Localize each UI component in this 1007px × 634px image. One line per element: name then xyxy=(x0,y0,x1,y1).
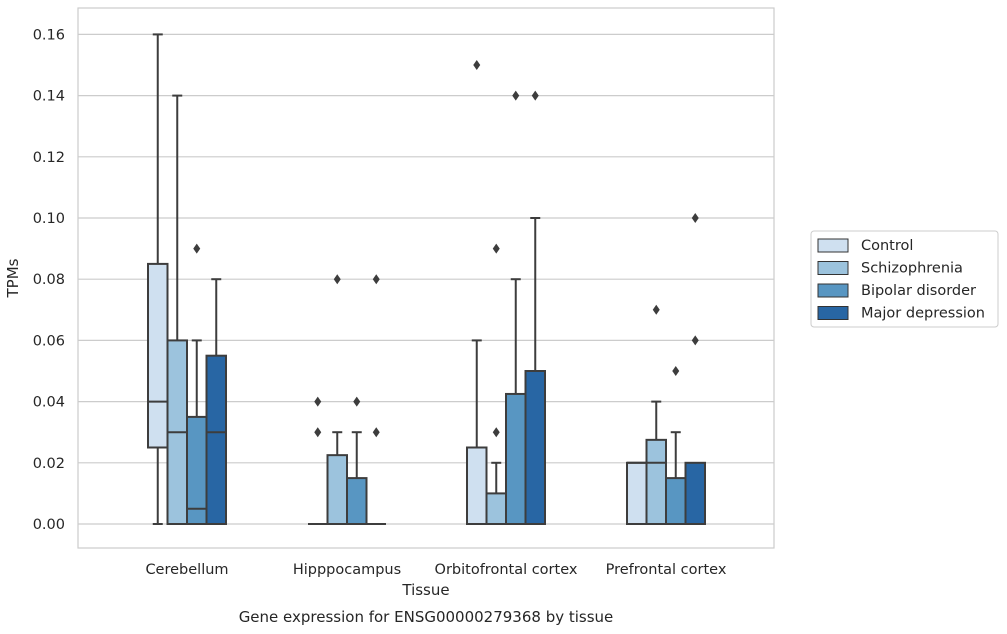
box-body xyxy=(684,461,706,525)
legend-item: Major depression xyxy=(817,306,985,322)
outlier-point xyxy=(353,396,361,407)
outlier-point xyxy=(333,274,341,285)
box-2-1 xyxy=(485,243,507,525)
outlier-point xyxy=(531,90,539,101)
legend-label: Control xyxy=(861,238,913,254)
chart-caption: Gene expression for ENSG00000279368 by t… xyxy=(239,608,614,626)
legend-frame xyxy=(810,230,999,328)
legend: Control Schizophrenia Bipolar disorder Majo… xyxy=(810,230,999,328)
outlier-point xyxy=(652,304,660,315)
box-body xyxy=(326,454,348,525)
y-tick-label: 0.08 xyxy=(33,272,65,288)
outlier-point xyxy=(672,366,680,376)
y-tick-label: 0.00 xyxy=(33,517,65,533)
outlier-point xyxy=(372,427,380,438)
box-body xyxy=(205,354,227,526)
box-0-1 xyxy=(166,94,188,525)
box-2-3 xyxy=(524,90,546,525)
box-body xyxy=(665,477,687,526)
y-tick-labels: 0.00 0.02 0.04 0.06 0.08 0.10 0.12 0.14 0.16 xyxy=(33,27,65,533)
outlier-point xyxy=(193,243,201,254)
y-axis-label: TPMs xyxy=(4,258,22,298)
box-body xyxy=(645,438,667,526)
box-1-0 xyxy=(308,396,328,525)
box-3-0 xyxy=(626,461,648,525)
box-3-3 xyxy=(684,213,706,525)
y-tick-label: 0.16 xyxy=(33,27,65,43)
box-1-3 xyxy=(366,274,386,525)
x-tick-label: Cerebellum xyxy=(145,562,228,578)
outlier-point xyxy=(473,60,481,70)
legend-item: Bipolar disorder xyxy=(817,283,976,299)
legend-label: Schizophrenia xyxy=(861,261,963,277)
box-body xyxy=(485,492,507,525)
box-1-2 xyxy=(346,396,368,526)
box-body xyxy=(505,392,527,526)
outlier-point xyxy=(691,213,699,223)
legend-item: Control xyxy=(817,238,913,254)
legend-swatch xyxy=(817,283,849,298)
legend-label: Bipolar disorder xyxy=(861,283,976,299)
box-0-0 xyxy=(147,33,169,525)
outlier-point xyxy=(492,243,500,254)
box-body xyxy=(346,477,368,526)
x-tick-labels: Cerebellum Hipppocampus Orbitofrontal cort… xyxy=(145,562,726,578)
legend-swatch xyxy=(817,261,849,275)
y-tick-label: 0.06 xyxy=(33,333,65,349)
box-3-1 xyxy=(645,304,667,526)
x-axis-label: Tissue xyxy=(401,581,449,599)
x-tick-label: Orbitofrontal cortex xyxy=(435,562,578,578)
legend-item: Schizophrenia xyxy=(817,261,963,277)
y-tick-label: 0.10 xyxy=(33,211,65,227)
outlier-point xyxy=(314,427,322,438)
y-tick-label: 0.04 xyxy=(33,395,65,411)
outlier-point xyxy=(492,427,500,438)
box-3-2 xyxy=(665,366,687,526)
outlier-point xyxy=(691,335,699,346)
box-body xyxy=(626,461,648,525)
legend-swatch xyxy=(817,238,849,253)
outlier-point xyxy=(372,274,380,285)
box-body xyxy=(524,370,546,525)
y-tick-label: 0.12 xyxy=(33,150,65,166)
legend-swatch xyxy=(817,306,849,320)
outlier-point xyxy=(314,396,322,407)
box-body xyxy=(466,446,488,525)
legend-label: Major depression xyxy=(861,306,985,322)
box-body xyxy=(147,262,169,449)
y-tick-label: 0.14 xyxy=(33,89,65,105)
box-2-0 xyxy=(466,60,488,525)
y-tick-label: 0.02 xyxy=(33,456,65,472)
x-tick-label: Prefrontal cortex xyxy=(606,562,727,578)
outlier-point xyxy=(512,90,520,101)
boxes xyxy=(147,33,706,526)
x-tick-label: Hipppocampus xyxy=(293,562,401,578)
box-0-3 xyxy=(205,278,227,526)
